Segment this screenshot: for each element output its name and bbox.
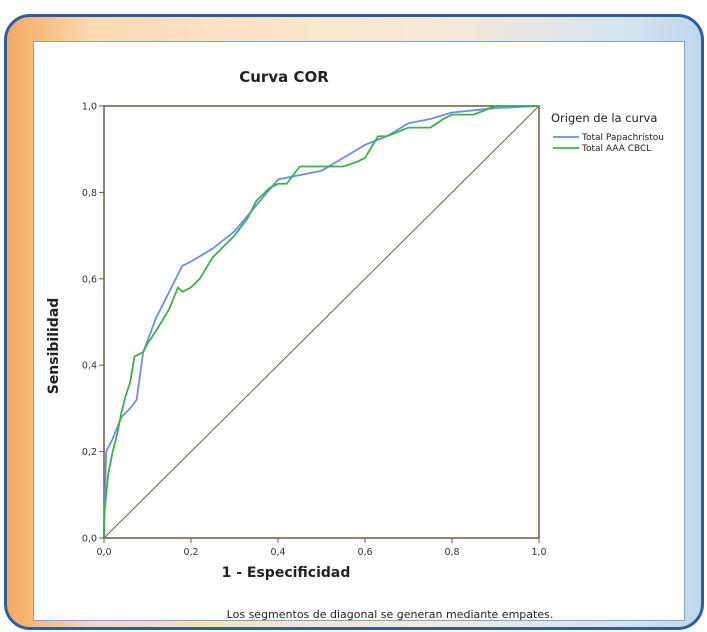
x-tick-label: 0,2 — [183, 547, 198, 558]
y-tick-label: 0,2 — [82, 447, 97, 458]
y-tick-label: 1,0 — [82, 102, 97, 113]
figure-frame: Curva COR 0,0 0,2 0,4 0,6 0,8 1,0 0,0 0,2 0,4 0,… — [4, 14, 704, 630]
footnote: Los segmentos de diagonal se generan med… — [227, 608, 554, 621]
series-line-aaa-cbcl — [103, 105, 539, 538]
truncated-page-heading — [0, 0, 60, 14]
y-tick-label: 0,6 — [82, 274, 97, 285]
x-tick-label: 1,0 — [531, 547, 546, 558]
chart-title: Curva COR — [239, 68, 329, 86]
x-tick-label: 0,6 — [357, 547, 372, 558]
roc-chart: Curva COR 0,0 0,2 0,4 0,6 0,8 1,0 0,00,20,40,… — [46, 68, 664, 621]
y-axis-ticks: 0,0 0,2 0,4 0,6 0,8 1,0 — [82, 102, 104, 545]
legend-label-papachristou: Total Papachristou — [581, 133, 664, 143]
y-tick-label: 0,0 — [82, 534, 97, 545]
x-tick-label: 0,0 — [96, 547, 111, 558]
reference-diagonal — [103, 105, 540, 539]
y-tick-label: 0,4 — [82, 361, 97, 372]
series-line-papachristou — [103, 105, 540, 539]
plot-area-frame — [103, 105, 540, 539]
chart-panel: Curva COR 0,0 0,2 0,4 0,6 0,8 1,0 0,0 0,2 0,4 0,… — [33, 41, 685, 621]
y-tick-label: 0,8 — [82, 188, 97, 199]
legend-label-aaa-cbcl: Total AAA CBCL — [581, 144, 651, 154]
x-axis-ticks: 0,0 0,2 0,4 0,6 0,8 1,0 — [96, 538, 547, 558]
x-axis-label: 1 - Especificidad — [222, 565, 351, 581]
x-tick-label: 0,4 — [270, 547, 285, 558]
x-tick-label: 0,8 — [444, 547, 459, 558]
series-group — [103, 105, 540, 539]
legend: Origen de la curva Total Papachristou To… — [551, 111, 664, 154]
y-axis-label: Sensibilidad — [46, 298, 62, 395]
legend-title: Origen de la curva — [551, 111, 657, 125]
